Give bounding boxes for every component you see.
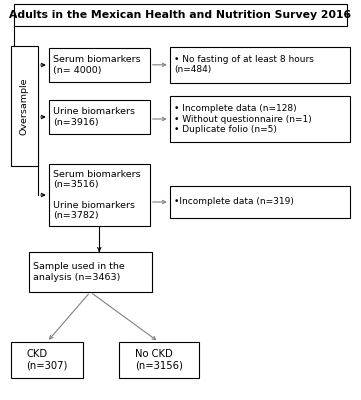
Text: Oversample: Oversample <box>20 77 29 135</box>
Text: Adults in the Mexican Health and Nutrition Survey 2016: Adults in the Mexican Health and Nutriti… <box>9 10 352 20</box>
FancyBboxPatch shape <box>11 46 38 166</box>
FancyBboxPatch shape <box>49 48 150 82</box>
Text: •Incomplete data (n=319): •Incomplete data (n=319) <box>174 198 294 206</box>
FancyBboxPatch shape <box>170 186 350 218</box>
Text: • Incomplete data (n=128)
• Without questionnaire (n=1)
• Duplicate folio (n=5): • Incomplete data (n=128) • Without ques… <box>174 104 312 134</box>
Text: No CKD
(n=3156): No CKD (n=3156) <box>135 349 183 371</box>
FancyBboxPatch shape <box>49 164 150 226</box>
FancyBboxPatch shape <box>119 342 199 378</box>
FancyBboxPatch shape <box>29 252 152 292</box>
FancyBboxPatch shape <box>49 100 150 134</box>
Text: CKD
(n=307): CKD (n=307) <box>26 349 68 371</box>
Text: Serum biomarkers
(n=3516)

Urine biomarkers
(n=3782): Serum biomarkers (n=3516) Urine biomarke… <box>53 170 141 220</box>
FancyBboxPatch shape <box>14 4 347 26</box>
Text: Serum biomarkers
(n= 4000): Serum biomarkers (n= 4000) <box>53 55 141 75</box>
FancyBboxPatch shape <box>11 342 83 378</box>
Text: Sample used in the
analysis (n=3463): Sample used in the analysis (n=3463) <box>33 262 125 282</box>
FancyBboxPatch shape <box>170 96 350 142</box>
Text: • No fasting of at least 8 hours
(n=484): • No fasting of at least 8 hours (n=484) <box>174 55 314 74</box>
Text: Urine biomarkers
(n=3916): Urine biomarkers (n=3916) <box>53 107 135 127</box>
FancyBboxPatch shape <box>170 47 350 83</box>
